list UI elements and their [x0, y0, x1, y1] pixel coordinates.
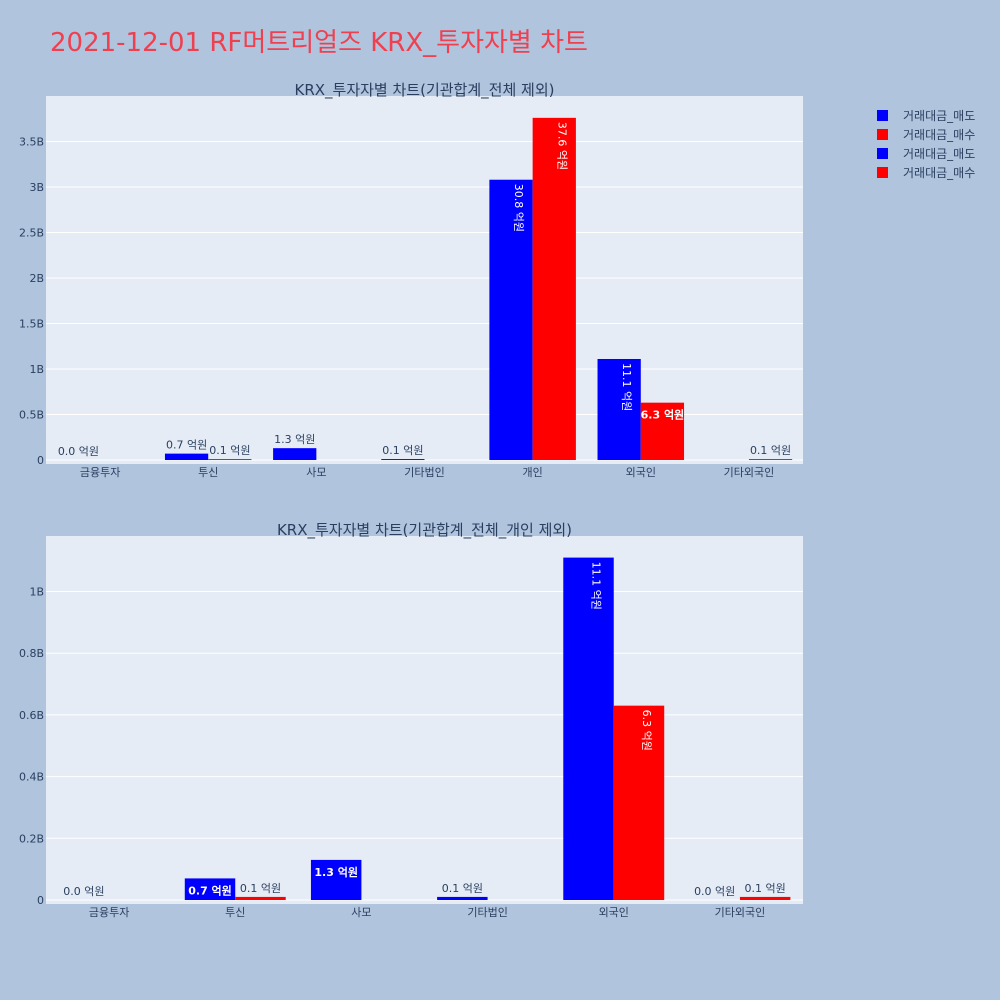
y-tick-label: 1.5B — [19, 318, 44, 331]
legend-label: 거래대금_매도 — [903, 109, 975, 123]
bar — [532, 117, 576, 460]
legend-label: 거래대금_매수 — [903, 128, 975, 142]
data-label: 0.7 억원 — [188, 883, 232, 897]
legend-label: 거래대금_매도 — [903, 147, 975, 161]
y-tick-label: 3B — [29, 181, 44, 194]
y-tick-label: 0 — [37, 894, 44, 907]
data-label: 0.1 억원 — [240, 882, 281, 895]
plot-area — [46, 536, 803, 904]
x-tick-label: 기타법인 — [467, 906, 507, 919]
y-tick-label: 0.6B — [19, 709, 44, 722]
y-tick-label: 2.5B — [19, 227, 44, 240]
data-label: 6.3 억원 — [640, 710, 653, 751]
bar — [310, 859, 362, 900]
y-tick-label: 0.8B — [19, 647, 44, 660]
x-tick-label: 금융투자 — [89, 906, 129, 919]
data-label: 37.6 억원 — [555, 122, 568, 170]
bar — [640, 402, 685, 460]
legend-swatch — [877, 129, 888, 140]
legend-swatch — [877, 167, 888, 178]
y-tick-label: 2B — [29, 272, 44, 285]
x-tick-label: 외국인 — [599, 906, 629, 919]
x-tick-label: 기타외국인 — [715, 906, 766, 919]
x-tick-label: 기타외국인 — [724, 466, 775, 479]
x-tick-label: 사모 — [351, 906, 371, 919]
y-tick-label: 1B — [29, 363, 44, 376]
y-tick-label: 1B — [29, 586, 44, 599]
y-tick-label: 3.5B — [19, 136, 44, 149]
legend-swatch — [877, 148, 888, 159]
bar — [184, 878, 236, 900]
subplot-title: KRX_투자자별 차트(기관합계_전체_개인 제외) — [277, 521, 572, 540]
bar — [437, 896, 488, 900]
x-tick-label: 사모 — [306, 466, 326, 479]
data-label: 0.0 억원 — [694, 885, 735, 898]
x-tick-label: 외국인 — [626, 466, 656, 479]
data-label: 0.0 억원 — [63, 885, 104, 898]
data-label: 11.1 억원 — [620, 363, 633, 411]
data-label: 0.1 억원 — [750, 444, 791, 457]
x-tick-label: 투신 — [225, 906, 245, 919]
bar — [613, 705, 665, 900]
chart-title: 2021-12-01 RF머트리얼즈 KRX_투자자별 차트 — [50, 28, 588, 58]
data-label: 1.3 억원 — [314, 865, 358, 879]
legend-swatch — [877, 110, 888, 121]
plot-area — [46, 96, 803, 464]
bar — [563, 557, 614, 900]
data-label: 30.8 억원 — [512, 184, 525, 232]
data-label: 1.3 억원 — [274, 433, 315, 446]
data-label: 11.1 억원 — [590, 562, 603, 610]
y-tick-label: 0.5B — [19, 409, 44, 422]
data-label: 0.7 억원 — [166, 439, 207, 452]
bar — [235, 896, 286, 900]
y-tick-label: 0.2B — [19, 832, 44, 845]
x-tick-label: 기타법인 — [404, 466, 444, 479]
data-label: 0.1 억원 — [442, 882, 483, 895]
legend-label: 거래대금_매수 — [903, 166, 975, 180]
bar — [273, 448, 317, 460]
subplot-title: KRX_투자자별 차트(기관합계_전체 제외) — [295, 81, 555, 100]
bar — [597, 358, 641, 460]
data-label: 0.1 억원 — [209, 444, 250, 457]
y-tick-label: 0.4B — [19, 771, 44, 784]
data-label: 0.1 억원 — [745, 882, 786, 895]
data-label: 0.1 억원 — [382, 444, 423, 457]
x-tick-label: 금융투자 — [80, 466, 120, 479]
bar — [164, 453, 209, 460]
bar — [739, 896, 791, 900]
bar — [381, 459, 425, 460]
x-tick-label: 투신 — [198, 466, 218, 479]
y-tick-label: 0 — [37, 454, 44, 467]
bar — [489, 179, 533, 460]
data-label: 0.0 억원 — [58, 445, 99, 458]
bar — [748, 459, 793, 460]
bar — [208, 459, 252, 460]
data-label: 6.3 억원 — [641, 408, 685, 422]
x-tick-label: 개인 — [523, 466, 543, 479]
